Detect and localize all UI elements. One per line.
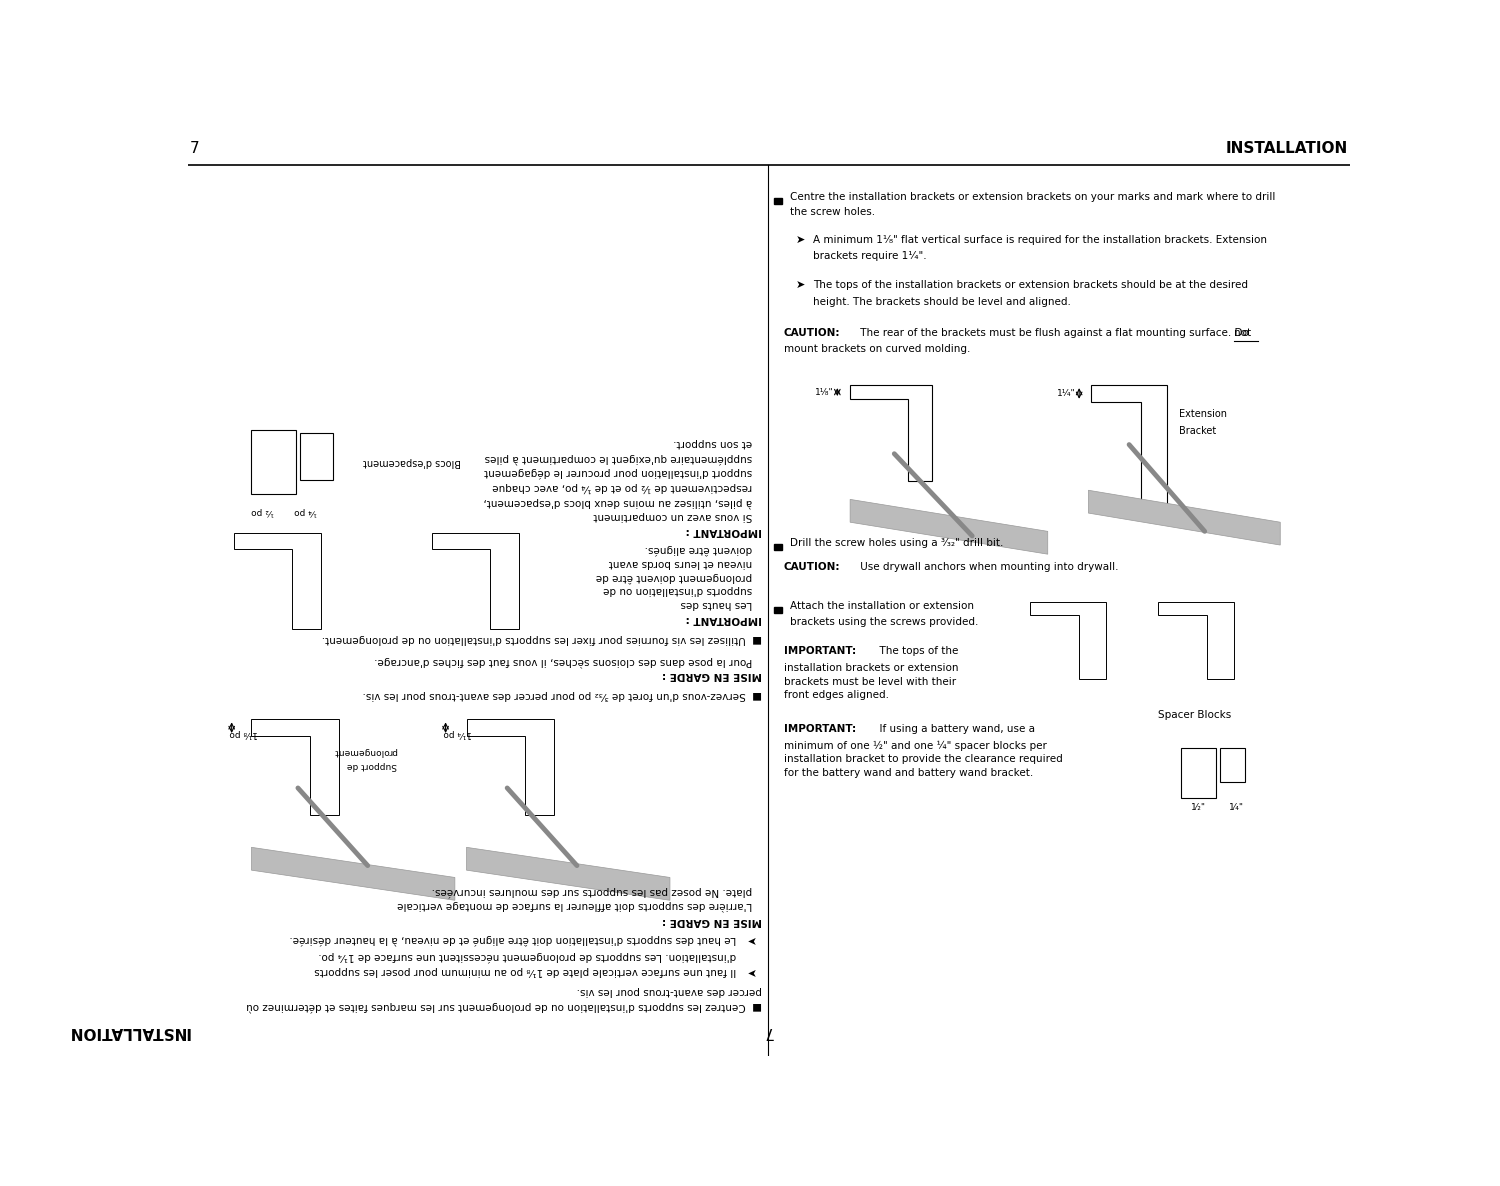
Text: IMPORTANT :: IMPORTANT : (686, 525, 762, 536)
Text: Bracket: Bracket (1179, 426, 1216, 436)
Text: à piles, utilisez au moins deux blocs d'espacement,: à piles, utilisez au moins deux blocs d'… (483, 497, 762, 508)
Text: INSTALLATION: INSTALLATION (68, 1024, 190, 1039)
Text: 1¹⁄₈": 1¹⁄₈" (815, 388, 834, 397)
Text: CAUTION:: CAUTION: (784, 327, 840, 338)
Text: support d'installation pour procurer le dégagement: support d'installation pour procurer le … (484, 467, 762, 478)
Text: supports d'installation ou de: supports d'installation ou de (603, 585, 762, 595)
Polygon shape (252, 847, 454, 900)
Bar (774, 198, 782, 204)
Text: Il faut une surface verticale plate de 1¹⁄₈ po au minimum pour poser les support: Il faut une surface verticale plate de 1… (314, 967, 746, 976)
Bar (300, 433, 333, 480)
Text: Spacer Blocks: Spacer Blocks (1158, 710, 1232, 720)
Text: MISE EN GARDE :: MISE EN GARDE : (662, 670, 762, 680)
Text: The rear of the brackets must be flush against a flat mounting surface. Do: The rear of the brackets must be flush a… (856, 327, 1252, 338)
Text: ➤: ➤ (746, 935, 754, 944)
Text: front edges aligned.: front edges aligned. (784, 690, 889, 700)
Text: the screw holes.: the screw holes. (789, 208, 874, 217)
Text: respectivement de ½ po et de ¼ po, avec chaque: respectivement de ½ po et de ¼ po, avec … (492, 482, 762, 492)
Text: Blocs d'espacement: Blocs d'espacement (363, 458, 460, 467)
Text: 1⁄₂": 1⁄₂" (1191, 803, 1206, 811)
Text: 1¹⁄₄ po: 1¹⁄₄ po (444, 728, 472, 738)
Text: CAUTION:: CAUTION: (784, 562, 840, 573)
Text: minimum of one ½" and one ¼" spacer blocks per: minimum of one ½" and one ¼" spacer bloc… (784, 740, 1047, 751)
Text: ½ po: ½ po (251, 506, 273, 516)
Polygon shape (1089, 490, 1280, 546)
Text: IMPORTANT :: IMPORTANT : (686, 613, 762, 624)
Text: Drill the screw holes using a ³⁄₃₂" drill bit.: Drill the screw holes using a ³⁄₃₂" dril… (789, 537, 1004, 548)
Text: doivent être alignés.: doivent être alignés. (645, 544, 762, 555)
Text: d'installation. Les supports de prolongement nécessitent une surface de 1¹⁄₄ po.: d'installation. Les supports de prolonge… (318, 951, 746, 962)
Text: brackets must be level with their: brackets must be level with their (784, 676, 956, 687)
Text: ■  Centrez les supports d'installation ou de prolongement sur les marques faites: ■ Centrez les supports d'installation ou… (246, 1001, 762, 1012)
Polygon shape (850, 499, 1047, 554)
Text: 7: 7 (764, 1024, 772, 1039)
Text: Le haut des supports d'installation doit être aligné et de niveau, à la hauteur : Le haut des supports d'installation doit… (290, 935, 746, 944)
Bar (252, 431, 296, 493)
Text: 7: 7 (190, 141, 200, 157)
Text: brackets require 1¹⁄₄".: brackets require 1¹⁄₄". (813, 251, 927, 261)
Text: niveau et leurs bords avant: niveau et leurs bords avant (609, 557, 762, 568)
Text: Centre the installation brackets or extension brackets on your marks and mark wh: Centre the installation brackets or exte… (789, 192, 1275, 202)
Text: L'arrière des supports doit affleurer la surface de montage verticale: L'arrière des supports doit affleurer la… (398, 900, 762, 911)
Text: for the battery wand and battery wand bracket.: for the battery wand and battery wand br… (784, 767, 1034, 778)
Text: Les hauts des: Les hauts des (681, 599, 762, 608)
Text: plate. Ne posez pas les supports sur des moulures incurvées.: plate. Ne posez pas les supports sur des… (432, 886, 762, 897)
Text: Support de: Support de (346, 760, 396, 770)
Text: ➤: ➤ (746, 967, 754, 976)
Text: The tops of the: The tops of the (873, 646, 958, 657)
Bar (774, 543, 782, 550)
Text: Extension: Extension (1179, 409, 1227, 420)
Text: IMPORTANT:: IMPORTANT: (784, 725, 856, 734)
Text: Pour la pose dans des cloisons sèches, il vous faut des fiches d'ancrage.: Pour la pose dans des cloisons sèches, i… (374, 656, 762, 667)
Bar (1182, 748, 1216, 798)
Text: prolongement: prolongement (333, 747, 396, 755)
Text: IMPORTANT:: IMPORTANT: (784, 646, 856, 657)
Text: percer des avant-trous pour les vis.: percer des avant-trous pour les vis. (576, 986, 762, 996)
Text: If using a battery wand, use a: If using a battery wand, use a (873, 725, 1035, 734)
Text: brackets using the screws provided.: brackets using the screws provided. (789, 617, 978, 627)
Text: not: not (1233, 327, 1251, 338)
Polygon shape (466, 847, 670, 900)
Text: ■  Servez-vous d'un foret de ³⁄₃₂ po pour percer des avant-trous pour les vis.: ■ Servez-vous d'un foret de ³⁄₃₂ po pour… (363, 690, 762, 700)
Text: prolongement doivent être de: prolongement doivent être de (596, 572, 762, 582)
Text: ➤: ➤ (795, 280, 806, 291)
Text: Si vous avez un compartiment: Si vous avez un compartiment (592, 511, 762, 522)
Text: 1¹⁄₈ po: 1¹⁄₈ po (230, 728, 258, 738)
Text: mount brackets on curved molding.: mount brackets on curved molding. (784, 344, 970, 355)
Text: MISE EN GARDE :: MISE EN GARDE : (662, 916, 762, 926)
Bar (774, 607, 782, 613)
Text: 1⁄₄": 1⁄₄" (1228, 803, 1244, 811)
Text: et son support.: et son support. (674, 438, 762, 448)
Text: height. The brackets should be level and aligned.: height. The brackets should be level and… (813, 296, 1071, 307)
Text: ¼ po: ¼ po (294, 506, 316, 516)
Text: 1¹⁄₄": 1¹⁄₄" (1058, 389, 1076, 398)
Text: installation bracket to provide the clearance required: installation bracket to provide the clea… (784, 754, 1062, 764)
Bar (1220, 748, 1245, 783)
Text: supplémentaire qu'exigent le compartiment à piles: supplémentaire qu'exigent le compartimen… (484, 453, 762, 464)
Text: The tops of the installation brackets or extension brackets should be at the des: The tops of the installation brackets or… (813, 280, 1248, 291)
Text: INSTALLATION: INSTALLATION (1226, 141, 1347, 157)
Text: A minimum 1¹⁄₈" flat vertical surface is required for the installation brackets.: A minimum 1¹⁄₈" flat vertical surface is… (813, 235, 1268, 244)
Text: Attach the installation or extension: Attach the installation or extension (789, 601, 974, 611)
Text: ■  Utilisez les vis fournies pour fixer les supports d'installation ou de prolon: ■ Utilisez les vis fournies pour fixer l… (321, 633, 762, 644)
Text: ➤: ➤ (795, 235, 806, 244)
Text: Use drywall anchors when mounting into drywall.: Use drywall anchors when mounting into d… (856, 562, 1119, 573)
Text: installation brackets or extension: installation brackets or extension (784, 663, 958, 672)
